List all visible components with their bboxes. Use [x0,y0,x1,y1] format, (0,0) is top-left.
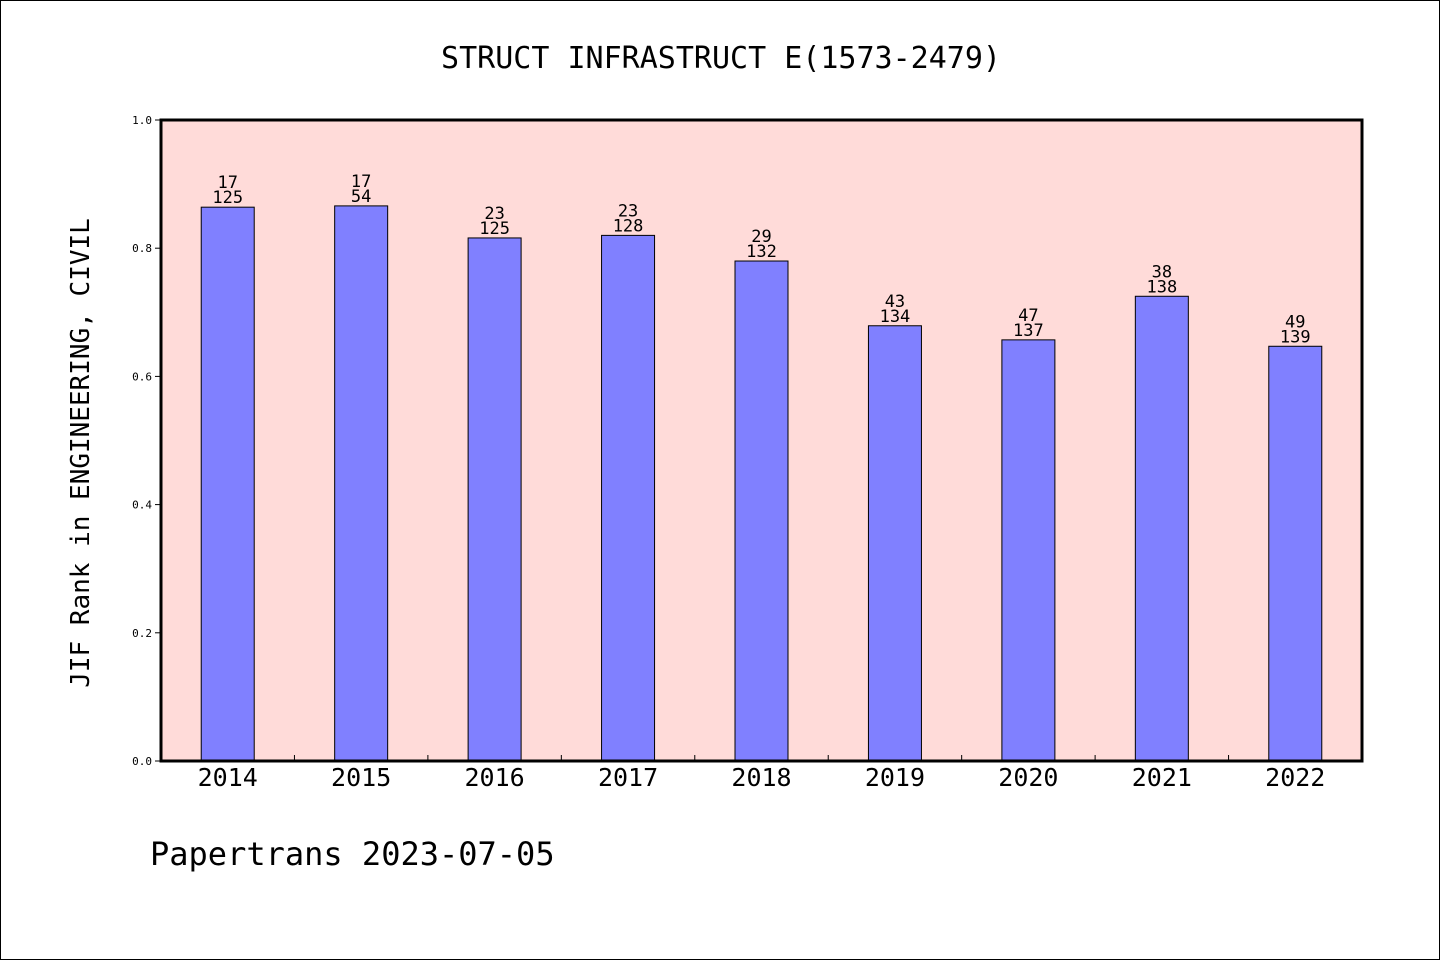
data-label-bottom-2018: 132 [746,242,777,262]
bar-2017 [601,234,656,762]
x-tick-label-2022: 2022 [1265,763,1325,792]
bar-2022 [1268,345,1323,762]
x-axis: 2014 2015 2016 2017 2018 2019 2020 2021 2022 [198,755,1325,792]
x-tick-label-2014: 2014 [198,763,258,792]
x-tick-label-2018: 2018 [731,763,791,792]
chart-title: STRUCT INFRASTRUCT E(1573-2479) [441,41,1001,76]
data-label-bottom-2021: 138 [1146,277,1177,297]
x-tick-label-2019: 2019 [865,763,925,792]
data-label-top-2019: 43 [885,292,905,312]
data-label-top-2017: 23 [618,201,638,221]
data-label-top-2016: 23 [484,204,504,224]
y-tick-label-0.0: 0.0 [132,755,152,768]
bar-2014 [200,206,255,762]
x-tick-label-2017: 2017 [598,763,658,792]
data-label-bottom-2017: 128 [613,216,644,236]
y-tick-label-0.2: 0.2 [132,627,152,640]
footer-credit: Papertrans 2023-07-05 [150,835,555,873]
data-label-top-2015: 17 [351,172,371,192]
x-tick-label-2020: 2020 [998,763,1058,792]
data-label-bottom-2019: 134 [880,307,911,327]
data-label-bottom-2022: 139 [1280,327,1311,347]
y-tick-label-0.6: 0.6 [132,370,152,383]
x-tick-label-2016: 2016 [465,763,525,792]
y-tick-label-0.8: 0.8 [132,242,152,255]
data-label-top-2018: 29 [751,227,771,247]
data-label-bottom-2014: 125 [212,188,243,208]
data-label-top-2014: 17 [217,173,237,193]
bar-2019 [867,325,922,762]
data-label-top-2020: 47 [1018,306,1038,326]
y-tick-label-1.0: 1.0 [132,114,152,127]
bar-2015 [334,205,389,762]
data-label-bottom-2020: 137 [1013,321,1044,341]
bar-2018 [734,260,789,762]
data-label-bottom-2016: 125 [479,219,510,239]
bar-2016 [467,237,522,762]
x-tick-label-2015: 2015 [331,763,391,792]
y-axis: 0.0 0.2 0.4 0.6 0.8 1.0 [132,114,161,768]
bar-2021 [1134,295,1189,762]
bar-2020 [1001,339,1056,762]
plot-border [159,118,1364,763]
y-tick-label-0.4: 0.4 [132,499,152,512]
data-label-top-2022: 49 [1285,312,1305,332]
data-label-bottom-2015: 54 [351,187,371,207]
x-tick-label-2021: 2021 [1132,763,1192,792]
bars-layer [200,205,1323,762]
data-label-top-2021: 38 [1152,262,1172,282]
y-axis-label: JIF Rank in ENGINEERING, CIVIL [66,218,96,688]
